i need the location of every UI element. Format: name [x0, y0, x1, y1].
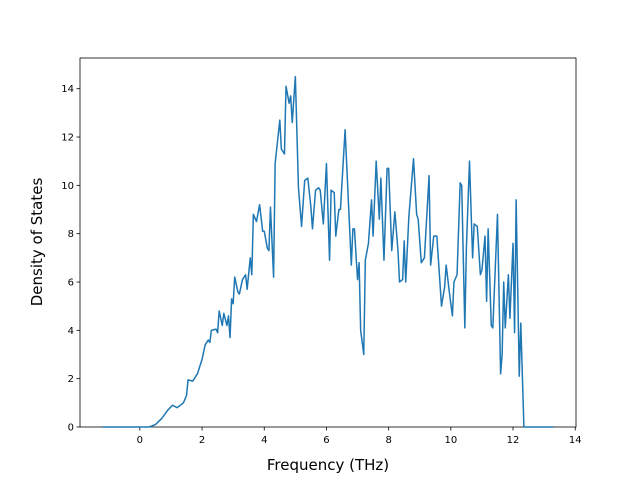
x-tick-label: 12 — [507, 435, 520, 446]
y-tick-label: 2 — [68, 374, 74, 385]
x-axis-label: Frequency (THz) — [267, 456, 389, 474]
y-tick-label: 14 — [61, 84, 74, 95]
x-tick-label: 4 — [261, 435, 267, 446]
y-tick-label: 4 — [68, 326, 74, 337]
x-tick-label: 2 — [199, 435, 205, 446]
y-tick-label: 10 — [61, 181, 74, 192]
x-tick-label: 14 — [569, 435, 582, 446]
y-tick-label: 12 — [61, 133, 74, 144]
x-tick-label: 10 — [444, 435, 457, 446]
x-tick-label: 6 — [323, 435, 329, 446]
line — [102, 75, 554, 428]
axes-frame — [79, 57, 577, 428]
y-tick-label: 6 — [68, 278, 74, 289]
y-axis-label: Density of States — [28, 178, 46, 307]
x-tick-label: 0 — [137, 435, 143, 446]
x-tick-label: 8 — [385, 435, 391, 446]
y-tick-label: 0 — [68, 423, 74, 434]
y-tick-label: 8 — [68, 229, 74, 240]
